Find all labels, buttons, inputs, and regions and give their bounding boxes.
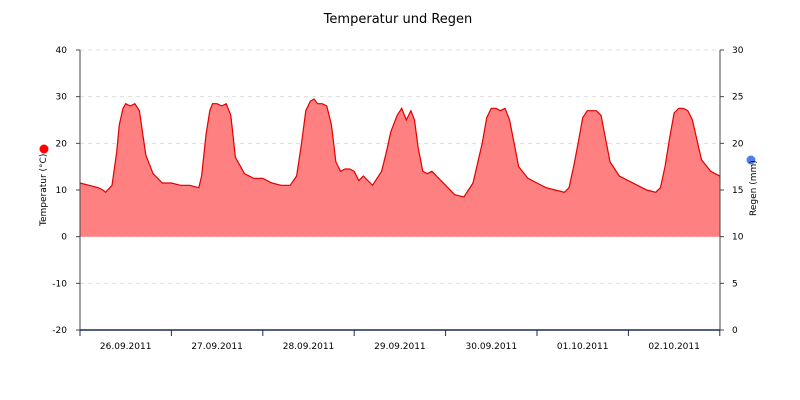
- left-tick-label: 0: [61, 233, 67, 243]
- left-axis-title: Temperatur (°C): [39, 154, 49, 227]
- temperature-area: [80, 99, 720, 237]
- right-tick-label: 25: [732, 93, 743, 103]
- rain-legend-marker: [746, 155, 756, 165]
- temperature-legend-marker: [39, 144, 49, 154]
- right-tick-label: 5: [732, 279, 738, 289]
- x-axis-ticks: 26.09.2011 27.09.2011 28.09.2011 29.09.2011…: [79, 330, 721, 352]
- right-tick-label: 20: [732, 139, 744, 149]
- plot-area: [79, 98, 721, 237]
- right-tick-label: 10: [732, 233, 744, 243]
- left-tick-label: 10: [56, 186, 68, 196]
- right-tick-label: 15: [732, 186, 743, 196]
- left-tick-label: -10: [52, 279, 67, 289]
- x-tick-label: 29.09.2011: [374, 342, 426, 352]
- chart-title: Temperatur und Regen: [323, 12, 473, 27]
- right-axis-ticks: 0 5 10 15 20 25 30: [720, 46, 744, 336]
- right-axis-title: Regen (mm): [749, 160, 759, 216]
- left-tick-label: 30: [56, 93, 68, 103]
- left-tick-label: 40: [56, 46, 68, 56]
- right-tick-label: 30: [732, 46, 744, 56]
- left-axis-ticks: -20 -10 0 10 20 30 40: [52, 46, 80, 336]
- x-tick-label: 27.09.2011: [191, 342, 243, 352]
- x-tick-label: 01.10.2011: [557, 342, 609, 352]
- left-tick-label: -20: [52, 326, 67, 336]
- x-tick-label: 30.09.2011: [466, 342, 518, 352]
- x-tick-label: 26.09.2011: [100, 342, 152, 352]
- x-tick-label: 28.09.2011: [283, 342, 335, 352]
- temperature-line: [79, 98, 721, 198]
- x-tick-label: 02.10.2011: [648, 342, 700, 352]
- right-tick-label: 0: [732, 326, 738, 336]
- left-tick-label: 20: [56, 139, 68, 149]
